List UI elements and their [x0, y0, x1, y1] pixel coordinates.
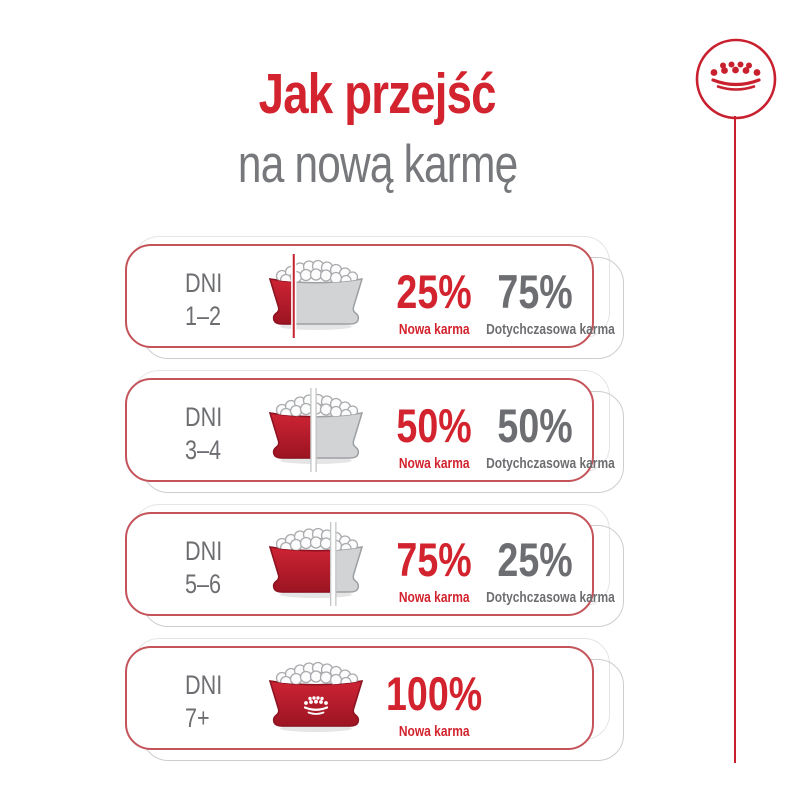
transition-step-row-4: DNI 7+ — [125, 638, 624, 761]
step-card: DNI 1–2 — [125, 244, 615, 348]
transition-step-row-1: DNI 1–2 — [125, 236, 624, 359]
page-title: Jak przejść — [258, 62, 497, 126]
days-label: DNI 3–4 — [185, 402, 223, 465]
new-food-percentage: 75% Nowa karma — [396, 533, 473, 606]
transition-step-row-2: DNI 3–4 — [125, 370, 624, 493]
old-food-percentage: 50% Dotychczasowa karma — [486, 399, 615, 472]
days-label: DNI 7+ — [185, 670, 223, 733]
food-bowl-icon — [268, 522, 364, 606]
old-food-percentage: 75% Dotychczasowa karma — [486, 265, 615, 338]
transition-step-row-3: DNI 5–6 — [125, 504, 624, 627]
old-food-percentage: 25% Dotychczasowa karma — [486, 533, 615, 606]
royal-canin-crown-icon — [695, 38, 777, 120]
food-bowl-icon — [268, 254, 364, 338]
logo-stem-line — [734, 116, 736, 763]
days-label: DNI 1–2 — [185, 268, 223, 331]
step-card: DNI 3–4 — [125, 378, 615, 482]
food-bowl-icon — [268, 388, 364, 472]
step-card: DNI 7+ — [125, 646, 594, 750]
crown-on-bowl-icon — [303, 696, 329, 715]
new-food-percentage: 25% Nowa karma — [396, 265, 473, 338]
new-food-percentage: 50% Nowa karma — [396, 399, 473, 472]
new-food-percentage: 100% Nowa karma — [386, 667, 483, 740]
days-label: DNI 5–6 — [185, 536, 223, 599]
food-bowl-icon — [268, 661, 364, 732]
page-subtitle: na nową karmę — [237, 135, 518, 194]
step-card: DNI 5–6 — [125, 512, 615, 616]
